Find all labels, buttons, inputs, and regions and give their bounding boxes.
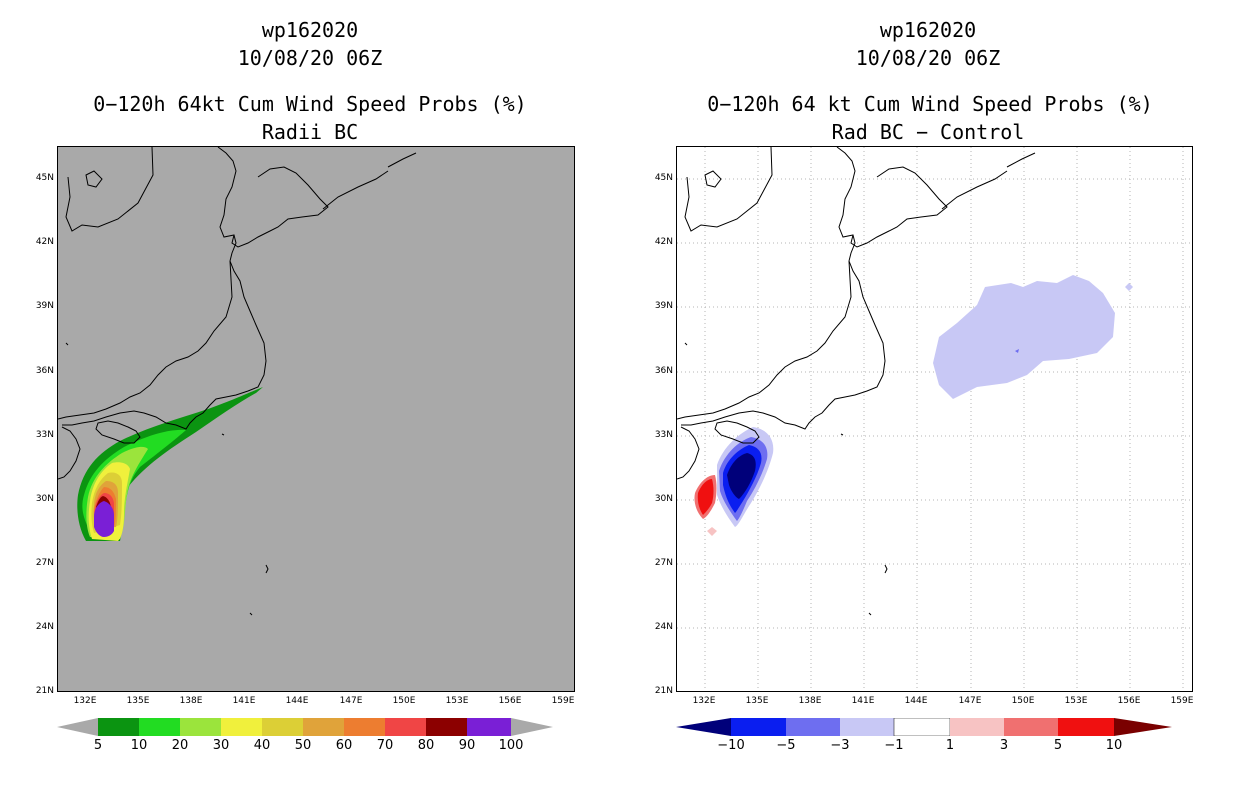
left-colorbar-swatch <box>262 718 303 736</box>
left-colorbar-swatch <box>426 718 467 736</box>
lon-tick-label: 156E <box>498 696 522 706</box>
right-coastlines <box>677 147 1036 616</box>
lon-tick-label: 147E <box>339 696 363 706</box>
left-product-title: 0−120h 64kt Cum Wind Speed Probs (%) <box>93 92 527 116</box>
left-colorbar-swatch <box>139 718 180 736</box>
right-colorbar-swatch <box>731 718 786 736</box>
right-gridlines <box>677 147 1192 691</box>
lon-tick-label: 144E <box>285 696 309 706</box>
right-subtitle: Rad BC − Control <box>831 120 1025 144</box>
lat-tick-label: 39N <box>35 301 54 311</box>
left-colorbar-swatch <box>344 718 385 736</box>
lon-tick-label: 132E <box>73 696 97 706</box>
lat-tick-label: 33N <box>654 430 673 440</box>
colorbar-label: 20 <box>171 738 189 753</box>
left-storm-id: wp162020 <box>261 18 359 42</box>
left-datetime: 10/08/20 06Z <box>237 46 383 70</box>
left-coastlines <box>58 147 417 616</box>
left-map-panel <box>57 146 575 692</box>
colorbar-label: 5 <box>93 738 103 753</box>
left-colorbar-under-arrow <box>57 718 98 736</box>
colorbar-label: 1 <box>945 738 955 753</box>
right-storm-id: wp162020 <box>879 18 977 42</box>
left-colorbar-swatch <box>98 718 139 736</box>
left-colorbar-swatch <box>303 718 344 736</box>
left-colorbar-svg <box>57 718 553 736</box>
colorbar-label: 70 <box>376 738 394 753</box>
lat-tick-label: 24N <box>654 622 673 632</box>
lat-tick-label: 39N <box>654 301 673 311</box>
lat-tick-label: 33N <box>35 430 54 440</box>
lon-tick-label: 153E <box>1064 696 1088 706</box>
colorbar-label: 30 <box>212 738 230 753</box>
lat-tick-label: 36N <box>35 366 54 376</box>
lat-tick-label: 27N <box>35 558 54 568</box>
lon-tick-label: 138E <box>179 696 203 706</box>
lon-tick-label: 135E <box>126 696 150 706</box>
left-colorbar-swatch <box>221 718 262 736</box>
lon-tick-label: 159E <box>1170 696 1194 706</box>
colorbar-label: 100 <box>498 738 524 753</box>
right-colorbar-swatch <box>840 718 894 736</box>
lat-tick-label: 45N <box>35 173 54 183</box>
left-colorbar-swatch <box>180 718 221 736</box>
lat-tick-label: 21N <box>35 686 54 696</box>
lon-tick-label: 141E <box>232 696 256 706</box>
lon-tick-label: 150E <box>392 696 416 706</box>
colorbar-label: −5 <box>776 738 796 753</box>
right-colorbar-swatch <box>950 718 1004 736</box>
left-colorbar-swatch <box>385 718 426 736</box>
colorbar-label: −3 <box>830 738 850 753</box>
lon-tick-label: 159E <box>551 696 575 706</box>
left-colorbar-over-arrow <box>511 718 553 736</box>
lat-tick-label: 27N <box>654 558 673 568</box>
lon-tick-label: 138E <box>798 696 822 706</box>
lon-tick-label: 147E <box>958 696 982 706</box>
right-colorbar-swatch <box>786 718 840 736</box>
colorbar-label: 5 <box>1053 738 1063 753</box>
right-colorbar <box>676 717 1172 737</box>
right-colorbar-svg <box>676 717 1172 737</box>
right-map-panel <box>676 146 1193 692</box>
lon-tick-label: 141E <box>851 696 875 706</box>
left-subtitle: Radii BC <box>261 120 359 144</box>
lat-tick-label: 36N <box>654 366 673 376</box>
lat-tick-label: 45N <box>654 173 673 183</box>
right-map-canvas <box>677 147 1192 691</box>
lon-tick-label: 156E <box>1117 696 1141 706</box>
lon-tick-label: 144E <box>904 696 928 706</box>
left-colorbar-swatch <box>467 718 511 736</box>
lat-tick-label: 42N <box>35 237 54 247</box>
right-difference-contours <box>694 275 1133 536</box>
colorbar-label: 60 <box>335 738 353 753</box>
lon-tick-label: 132E <box>692 696 716 706</box>
colorbar-label: −10 <box>717 738 745 753</box>
lat-tick-label: 30N <box>654 494 673 504</box>
right-datetime: 10/08/20 06Z <box>855 46 1001 70</box>
colorbar-label: 40 <box>253 738 271 753</box>
colorbar-label: 3 <box>999 738 1009 753</box>
lon-tick-label: 135E <box>745 696 769 706</box>
colorbar-label: 80 <box>417 738 435 753</box>
right-colorbar-swatch <box>1058 718 1114 736</box>
lat-tick-label: 30N <box>35 494 54 504</box>
lon-tick-label: 150E <box>1011 696 1035 706</box>
right-colorbar-swatch <box>893 717 951 737</box>
lat-tick-label: 24N <box>35 622 54 632</box>
right-product-title: 0−120h 64 kt Cum Wind Speed Probs (%) <box>707 92 1153 116</box>
left-map-canvas <box>58 147 417 616</box>
colorbar-label: 10 <box>130 738 148 753</box>
colorbar-label: 90 <box>458 738 476 753</box>
right-colorbar-over-arrow <box>1114 718 1172 736</box>
left-probability-contours <box>77 387 263 541</box>
colorbar-label: 10 <box>1105 738 1123 753</box>
lat-tick-label: 21N <box>654 686 673 696</box>
lon-tick-label: 153E <box>445 696 469 706</box>
colorbar-label: 50 <box>294 738 312 753</box>
lat-tick-label: 42N <box>654 237 673 247</box>
right-colorbar-under-arrow <box>676 718 731 736</box>
colorbar-label: −1 <box>884 738 904 753</box>
right-colorbar-swatch <box>1004 718 1058 736</box>
left-colorbar <box>57 718 553 736</box>
